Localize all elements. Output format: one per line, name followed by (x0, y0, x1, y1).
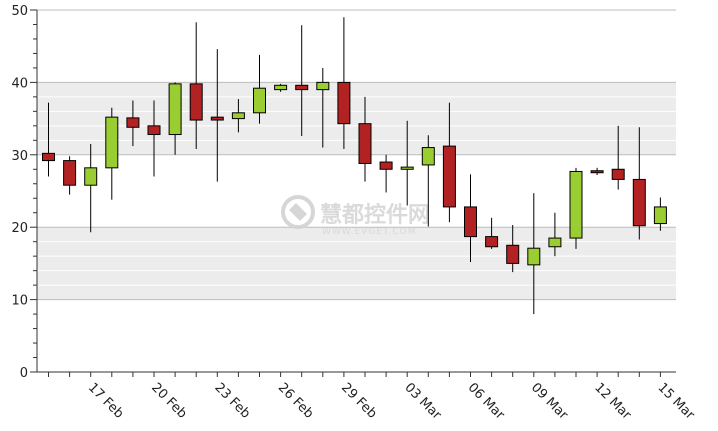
candle (464, 174, 477, 262)
candle-body (274, 84, 288, 91)
candle (632, 127, 646, 240)
candle-body (105, 116, 119, 169)
band (37, 227, 676, 300)
watermark-cn-text: 慧都控件网 (320, 202, 430, 228)
y-axis: 0 10 20 30 40 50 (11, 4, 38, 381)
candle-body (506, 244, 520, 264)
x-tick-label: 20 Feb (148, 380, 190, 422)
candle-body (590, 170, 604, 174)
candle-body (358, 123, 372, 164)
candle (295, 25, 309, 136)
candle-body (42, 152, 55, 162)
y-tick-label: 40 (11, 76, 28, 91)
x-tick-label: 26 Feb (275, 380, 317, 422)
candle-body (548, 237, 562, 248)
candle-body (63, 160, 77, 186)
x-tick-label: 15 Mar (655, 380, 698, 423)
y-tick-label: 30 (11, 149, 28, 164)
y-tick-label: 20 (11, 221, 28, 236)
minor-gridlines (37, 96, 676, 286)
candle (653, 197, 667, 231)
candle (63, 156, 77, 195)
candle (274, 83, 288, 92)
candles (42, 17, 667, 315)
watermark-logo-icon (281, 195, 315, 229)
background-bands (37, 82, 676, 300)
candle (506, 225, 520, 273)
x-tick-label: 29 Feb (338, 380, 380, 422)
candle (569, 167, 583, 249)
x-tick-label: 12 Mar (591, 380, 634, 423)
major-gridlines (37, 9, 676, 301)
candle (84, 143, 98, 233)
candle (189, 22, 203, 150)
candle (379, 154, 393, 193)
candle-body (527, 247, 541, 266)
candle (42, 102, 55, 177)
x-axis: 17 Feb 20 Feb 23 Feb 26 Feb 29 Feb 03 Mar 06 M… (37, 371, 698, 423)
candle-body (231, 112, 245, 120)
candle (253, 54, 266, 124)
candle-body (147, 125, 161, 136)
candle (527, 193, 541, 315)
x-tick-label: 06 Mar (465, 380, 508, 423)
candle (105, 107, 119, 200)
candle (358, 96, 372, 182)
y-tick-label: 50 (11, 4, 28, 19)
candle (400, 120, 414, 206)
watermark-en-text: WWW.EVGET.COM (322, 227, 416, 237)
candle (210, 49, 224, 182)
candle-body (632, 178, 646, 227)
candle-body (168, 83, 182, 136)
candle (485, 217, 499, 249)
candle-body (189, 83, 203, 121)
x-tick-label: 03 Mar (401, 380, 444, 423)
candle-body (253, 87, 266, 114)
candle-body (316, 81, 330, 91)
x-tick-label: 09 Mar (528, 380, 571, 423)
candle (590, 167, 604, 176)
candle-body (126, 117, 140, 128)
y-tick-label: 0 (20, 366, 28, 381)
candle-body (485, 236, 499, 248)
candle-body (464, 206, 477, 238)
candle-body (84, 167, 98, 186)
x-tick-label: 17 Feb (85, 380, 127, 422)
candle-body (653, 206, 667, 225)
candle-body (421, 147, 435, 166)
candle (316, 67, 330, 148)
x-tick-label: 23 Feb (211, 380, 253, 422)
candle-body (569, 170, 583, 239)
candle-body (337, 81, 351, 125)
candle-body (611, 168, 625, 180)
band (37, 82, 676, 155)
candle (147, 100, 161, 177)
candle-body (442, 145, 456, 208)
candle (337, 17, 351, 150)
candle (168, 82, 182, 155)
y-tick-label: 10 (11, 294, 28, 309)
watermark: 慧都控件网 WWW.EVGET.COM (281, 195, 430, 237)
candle-body (210, 116, 224, 121)
candle (548, 212, 562, 257)
candle (231, 99, 245, 133)
candle (421, 135, 435, 227)
candle-body (379, 161, 393, 170)
candle (126, 100, 140, 147)
candle (442, 102, 456, 223)
candle-body (400, 166, 414, 170)
candle-body (295, 84, 309, 91)
candle (611, 125, 625, 190)
